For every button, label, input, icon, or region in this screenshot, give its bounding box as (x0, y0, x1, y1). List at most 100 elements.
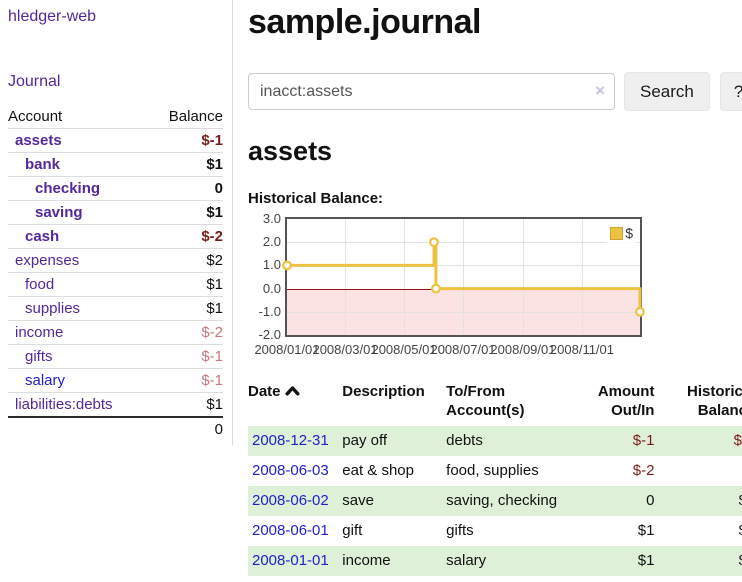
page-title: sample.journal (248, 3, 481, 41)
transaction-date-link[interactable]: 2008-06-01 (252, 522, 329, 539)
column-header-amount[interactable]: Amount Out/In (597, 383, 655, 419)
account-balance: $1 (206, 276, 223, 293)
balance-chart: $ 3.0 2.0 1.0 0.0 -1.0 -2.0 (259, 211, 645, 342)
x-axis-tick-label: 2008/09/01 (490, 342, 556, 357)
balance-chart-plot[interactable]: $ (282, 217, 645, 337)
legend-swatch-icon (610, 226, 624, 240)
account-link-expenses[interactable]: expenses (15, 252, 80, 269)
account-column-header: Account (8, 108, 63, 125)
chart-x-axis: 2008/01/01 2008/03/01 2008/05/01 2008/07/01… (254, 340, 742, 358)
transaction-amount: $-1 (632, 432, 655, 449)
brand-link[interactable]: hledger-web (8, 8, 97, 25)
transaction-description: income (342, 552, 391, 569)
column-header-description[interactable]: Description (342, 383, 425, 400)
account-row: cash $-2 (8, 224, 223, 249)
account-link-gifts[interactable]: gifts (25, 348, 53, 365)
transaction-date-link[interactable]: 2008-06-02 (252, 492, 329, 509)
x-axis-tick-label: 2008/01/01 (254, 342, 320, 357)
column-header-balance[interactable]: Historical Balance (686, 383, 742, 419)
y-axis-tick-label: 0.0 (262, 280, 281, 296)
register-row: 2008-06-03 eat & shop food, supplies $-2… (248, 456, 742, 486)
search-button[interactable]: Search (624, 72, 710, 111)
transaction-balance: $-1 (733, 432, 742, 449)
transaction-description: eat & shop (342, 462, 414, 479)
account-link-checking[interactable]: checking (35, 180, 101, 197)
y-axis-tick-label: -2.0 (258, 327, 281, 342)
account-row: expenses $2 (8, 248, 223, 273)
register-table: Date Description To/From Account(s) Amou… (248, 378, 742, 576)
main-content: sample.journal × Search ? assets Histori… (233, 0, 742, 576)
column-header-date[interactable]: Date (248, 378, 342, 426)
account-link-liabilities-debts[interactable]: liabilities:debts (15, 396, 113, 413)
sidebar: hledger-web Journal Account Balance asse… (0, 0, 233, 445)
transaction-date-link[interactable]: 2008-01-01 (252, 552, 329, 569)
legend-label: $ (625, 225, 633, 241)
transaction-date-link[interactable]: 2008-12-31 (252, 432, 329, 449)
account-balance: $-2 (201, 228, 223, 245)
register-row: 2008-12-31 pay off debts $-1 $-1 (248, 426, 742, 456)
account-row: supplies $1 (8, 296, 223, 321)
transaction-description: pay off (342, 432, 388, 449)
transaction-accounts: gifts (446, 522, 474, 539)
account-link-supplies[interactable]: supplies (25, 300, 81, 317)
balance-column-header: Balance (168, 108, 223, 125)
account-link-income[interactable]: income (15, 324, 64, 341)
account-balance: $2 (206, 252, 223, 269)
transaction-amount: 0 (646, 492, 655, 509)
balance-line-series (282, 237, 645, 317)
x-axis-tick-label: 2008/03/01 (312, 342, 378, 357)
chart-plot-area (282, 219, 645, 335)
search-input[interactable] (248, 73, 615, 110)
account-balance: $1 (206, 204, 223, 221)
total-balance: 0 (214, 421, 223, 438)
transaction-accounts: saving, checking (446, 492, 558, 509)
transaction-balance: $2 (664, 516, 742, 546)
account-balance: $-1 (201, 348, 223, 365)
account-link-food[interactable]: food (25, 276, 55, 293)
account-row: salary $-1 (8, 368, 223, 393)
total-row: 0 (8, 417, 223, 441)
help-button[interactable]: ? (719, 72, 742, 111)
account-title: assets (248, 136, 333, 166)
account-link-saving[interactable]: saving (35, 204, 83, 221)
transaction-balance: $2 (664, 486, 742, 516)
account-balance: $-2 (201, 324, 223, 341)
account-row: saving $1 (8, 200, 223, 225)
account-link-cash[interactable]: cash (25, 228, 60, 245)
clear-search-icon[interactable]: × (595, 81, 605, 100)
transaction-balance: $1 (664, 546, 742, 576)
account-balance: $1 (206, 156, 223, 173)
account-balance: $1 (206, 300, 223, 317)
column-header-accounts[interactable]: To/From Account(s) (446, 383, 525, 419)
account-balance: $1 (206, 396, 223, 413)
transaction-balance: 0 (664, 456, 742, 486)
account-link-salary[interactable]: salary (25, 372, 66, 389)
account-balance: $-1 (201, 132, 223, 149)
y-axis-tick-label: 3.0 (262, 211, 281, 226)
y-axis-tick-label: -1.0 (258, 303, 281, 319)
account-row: bank $1 (8, 152, 223, 177)
register-row: 2008-06-02 save saving, checking 0 $2 (248, 486, 742, 516)
x-axis-tick-label: 2008/07/01 (430, 342, 496, 357)
transaction-amount: $1 (637, 522, 655, 539)
account-balance: $-1 (201, 372, 223, 389)
search-form: × Search ? (248, 72, 742, 111)
sort-up-icon (285, 386, 300, 396)
y-axis-tick-label: 2.0 (262, 234, 281, 250)
transaction-accounts: salary (446, 552, 487, 569)
account-row: assets $-1 (8, 128, 223, 153)
search-box: × (248, 73, 615, 110)
transaction-amount: $1 (637, 552, 655, 569)
transaction-amount: $-2 (632, 462, 655, 479)
transaction-description: gift (342, 522, 363, 539)
account-link-assets[interactable]: assets (15, 132, 62, 149)
transaction-date-link[interactable]: 2008-06-03 (252, 462, 329, 479)
transaction-accounts: debts (446, 432, 483, 449)
sidebar-item-journal[interactable]: Journal (8, 73, 61, 90)
account-row: income $-2 (8, 320, 223, 345)
x-axis-tick-label: 2008/05/01 (371, 342, 437, 357)
account-row: food $1 (8, 272, 223, 297)
chart-title: Historical Balance: (248, 190, 384, 207)
account-link-bank[interactable]: bank (25, 156, 61, 173)
